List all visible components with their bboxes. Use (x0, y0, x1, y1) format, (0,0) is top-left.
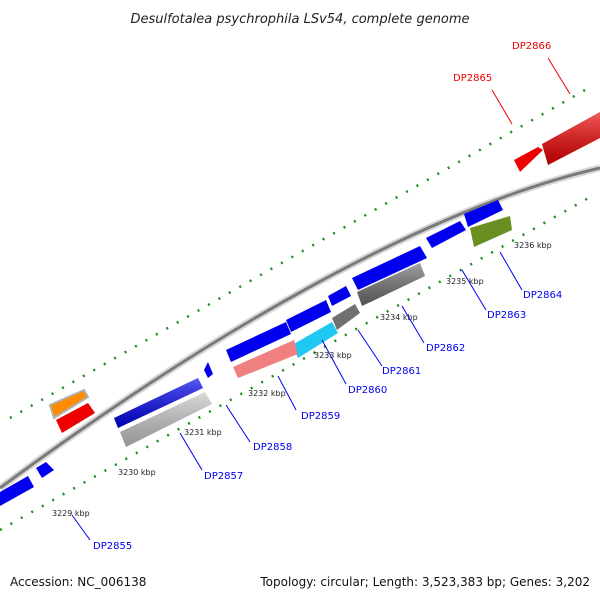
gene-feature-blue-2860[interactable] (286, 300, 331, 332)
gene-feature-blue-2861[interactable] (328, 286, 351, 306)
kbp-label: 3230 kbp (118, 468, 156, 477)
lower-dotted-track (0, 194, 593, 532)
gene-feature-dp2855[interactable] (0, 476, 34, 506)
gene-label-dp2857[interactable]: DP2857 (204, 471, 243, 482)
gene-feature-orange[interactable] (48, 388, 90, 420)
upper-dotted-track (9, 84, 593, 420)
kbp-label: 3233 kbp (314, 351, 352, 360)
gene-label-dp2863[interactable]: DP2863 (487, 310, 526, 321)
gene-label-dp2859[interactable]: DP2859 (301, 411, 340, 422)
kbp-label: 3231 kbp (184, 428, 222, 437)
gene-feature-blue-2862[interactable] (352, 246, 427, 290)
gene-feature-dp2863b[interactable] (464, 200, 503, 227)
gene-feature-dp2858-small[interactable] (204, 362, 213, 378)
gene-feature-dp2856[interactable] (36, 462, 54, 478)
kbp-label: 3232 kbp (248, 389, 286, 398)
gene-feature-dp2860[interactable] (292, 322, 338, 358)
kbp-label: 3235 kbp (446, 277, 484, 286)
gene-feature-dp2859[interactable] (233, 340, 298, 378)
accession-text: Accession: NC_006138 (10, 575, 146, 589)
kbp-label: 3229 kbp (52, 509, 90, 518)
feature-shading (114, 112, 600, 447)
label-leader-lines (71, 57, 571, 541)
gene-label-dp2858[interactable]: DP2858 (253, 442, 292, 453)
gene-label-dp2864[interactable]: DP2864 (523, 290, 562, 301)
gene-feature-blue-2859[interactable] (226, 322, 291, 362)
chromosome-backbone (0, 164, 600, 491)
genome-info-text: Topology: circular; Length: 3,523,383 bp… (259, 575, 590, 589)
kbp-label: 3234 kbp (380, 313, 418, 322)
gene-labels: DP2855 DP2857 DP2858 DP2859 DP2860 DP286… (93, 41, 562, 552)
gene-label-dp2865[interactable]: DP2865 (453, 73, 492, 84)
kbp-labels: 3229 kbp 3230 kbp 3231 kbp 3232 kbp 3233… (52, 241, 552, 518)
gene-feature-dp2864[interactable] (470, 216, 512, 247)
kbp-label: 3236 kbp (514, 241, 552, 250)
gene-feature-dp2863a[interactable] (426, 221, 466, 248)
gene-label-dp2860[interactable]: DP2860 (348, 385, 387, 396)
gene-label-dp2855[interactable]: DP2855 (93, 541, 132, 552)
gene-label-dp2862[interactable]: DP2862 (426, 343, 465, 354)
gene-label-dp2861[interactable]: DP2861 (382, 366, 421, 377)
gene-feature-red-small[interactable] (56, 403, 95, 433)
gene-feature-dp2865[interactable] (514, 147, 543, 172)
map-title: Desulfotalea psychrophila LSv54, complet… (130, 12, 469, 27)
gene-label-dp2866[interactable]: DP2866 (512, 41, 551, 52)
gene-feature-dp2861[interactable] (332, 304, 360, 330)
